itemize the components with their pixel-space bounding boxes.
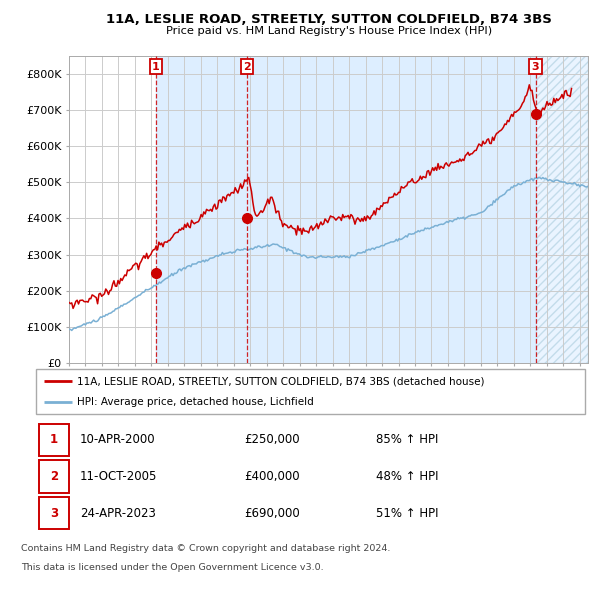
Text: Price paid vs. HM Land Registry's House Price Index (HPI): Price paid vs. HM Land Registry's House … — [166, 26, 492, 36]
Text: 85% ↑ HPI: 85% ↑ HPI — [376, 433, 439, 446]
Text: 10-APR-2000: 10-APR-2000 — [80, 433, 155, 446]
Bar — [156, 56, 247, 363]
Text: 3: 3 — [532, 61, 539, 71]
Text: 2: 2 — [243, 61, 250, 71]
Text: 3: 3 — [50, 507, 58, 520]
Text: £250,000: £250,000 — [245, 433, 300, 446]
FancyBboxPatch shape — [39, 497, 69, 529]
FancyBboxPatch shape — [39, 424, 69, 455]
Text: Contains HM Land Registry data © Crown copyright and database right 2024.: Contains HM Land Registry data © Crown c… — [21, 545, 391, 553]
Text: 24-APR-2023: 24-APR-2023 — [80, 507, 156, 520]
Text: 48% ↑ HPI: 48% ↑ HPI — [376, 470, 439, 483]
Text: £400,000: £400,000 — [245, 470, 300, 483]
Text: 11-OCT-2005: 11-OCT-2005 — [80, 470, 157, 483]
Text: HPI: Average price, detached house, Lichfield: HPI: Average price, detached house, Lich… — [77, 397, 314, 407]
Bar — [247, 56, 536, 363]
FancyBboxPatch shape — [36, 369, 585, 414]
Text: 11A, LESLIE ROAD, STREETLY, SUTTON COLDFIELD, B74 3BS: 11A, LESLIE ROAD, STREETLY, SUTTON COLDF… — [106, 13, 552, 26]
Bar — [536, 56, 588, 363]
Text: 1: 1 — [152, 61, 160, 71]
Text: 2: 2 — [50, 470, 58, 483]
Text: 11A, LESLIE ROAD, STREETLY, SUTTON COLDFIELD, B74 3BS (detached house): 11A, LESLIE ROAD, STREETLY, SUTTON COLDF… — [77, 376, 485, 386]
Text: This data is licensed under the Open Government Licence v3.0.: This data is licensed under the Open Gov… — [21, 563, 323, 572]
FancyBboxPatch shape — [39, 460, 69, 493]
Text: £690,000: £690,000 — [245, 507, 301, 520]
Text: 51% ↑ HPI: 51% ↑ HPI — [376, 507, 439, 520]
Text: 1: 1 — [50, 433, 58, 446]
